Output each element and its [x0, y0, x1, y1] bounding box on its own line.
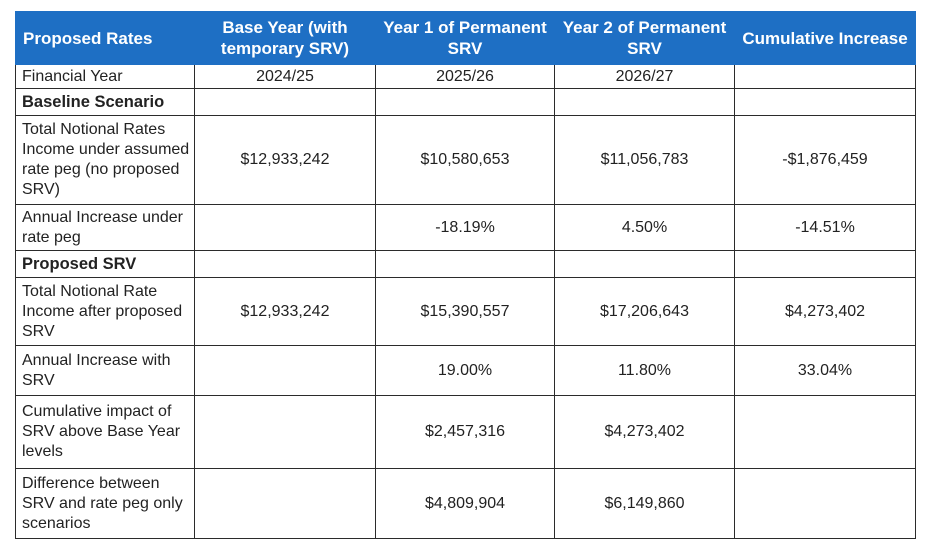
row-difference-scenarios: Difference between SRV and rate peg only…	[15, 468, 916, 539]
cell-base-year	[194, 88, 376, 116]
header-year-1: Year 1 of Permanent SRV	[375, 11, 555, 65]
cell-base-year: $12,933,242	[194, 277, 376, 346]
table-header-row: Proposed Rates Base Year (with temporary…	[15, 11, 916, 65]
cell-base-year	[194, 204, 376, 251]
cell-year-1	[375, 250, 555, 278]
cell-cumulative	[734, 250, 916, 278]
cell-base-year	[194, 250, 376, 278]
cell-cumulative: -14.51%	[734, 204, 916, 251]
row-baseline-scenario: Baseline Scenario	[15, 88, 916, 116]
row-label: Annual Increase with SRV	[15, 345, 195, 396]
cell-base-year	[194, 345, 376, 396]
cell-year-2	[554, 250, 735, 278]
cell-base-year	[194, 395, 376, 469]
row-total-notional-rates-income: Total Notional Rates Income under assume…	[15, 115, 916, 205]
cell-year-1	[375, 88, 555, 116]
cell-year-1: $10,580,653	[375, 115, 555, 205]
cell-year-1: 19.00%	[375, 345, 555, 396]
cell-cumulative	[734, 395, 916, 469]
row-total-notional-rate-income-srv: Total Notional Rate Income after propose…	[15, 277, 916, 346]
cell-base-year: $12,933,242	[194, 115, 376, 205]
header-year-2: Year 2 of Permanent SRV	[554, 11, 735, 65]
cell-base-year	[194, 468, 376, 539]
cell-year-1: 2025/26	[375, 64, 555, 89]
row-annual-increase-rate-peg: Annual Increase under rate peg -18.19% 4…	[15, 204, 916, 251]
cell-cumulative	[734, 88, 916, 116]
cell-year-2: $4,273,402	[554, 395, 735, 469]
row-proposed-srv: Proposed SRV	[15, 250, 916, 278]
cell-cumulative	[734, 468, 916, 539]
cell-year-1: -18.19%	[375, 204, 555, 251]
section-label: Proposed SRV	[15, 250, 195, 278]
row-label: Financial Year	[15, 64, 195, 89]
row-label: Cumulative impact of SRV above Base Year…	[15, 395, 195, 469]
cell-cumulative: 33.04%	[734, 345, 916, 396]
cell-cumulative: -$1,876,459	[734, 115, 916, 205]
cell-base-year: 2024/25	[194, 64, 376, 89]
cell-year-2	[554, 88, 735, 116]
header-proposed-rates: Proposed Rates	[15, 11, 195, 65]
cell-year-2: $11,056,783	[554, 115, 735, 205]
row-label: Difference between SRV and rate peg only…	[15, 468, 195, 539]
section-label: Baseline Scenario	[15, 88, 195, 116]
cell-year-1: $15,390,557	[375, 277, 555, 346]
cell-year-2: 11.80%	[554, 345, 735, 396]
row-label: Total Notional Rates Income under assume…	[15, 115, 195, 205]
header-base-year: Base Year (with temporary SRV)	[194, 11, 376, 65]
row-financial-year: Financial Year 2024/25 2025/26 2026/27	[15, 64, 916, 89]
row-label: Annual Increase under rate peg	[15, 204, 195, 251]
cell-year-2: $17,206,643	[554, 277, 735, 346]
row-label: Total Notional Rate Income after propose…	[15, 277, 195, 346]
cell-cumulative	[734, 64, 916, 89]
proposed-rates-table: Proposed Rates Base Year (with temporary…	[15, 11, 916, 539]
row-cumulative-impact: Cumulative impact of SRV above Base Year…	[15, 395, 916, 469]
cell-cumulative: $4,273,402	[734, 277, 916, 346]
cell-year-2: 2026/27	[554, 64, 735, 89]
row-annual-increase-srv: Annual Increase with SRV 19.00% 11.80% 3…	[15, 345, 916, 396]
cell-year-2: $6,149,860	[554, 468, 735, 539]
cell-year-2: 4.50%	[554, 204, 735, 251]
header-cumulative-increase: Cumulative Increase	[734, 11, 916, 65]
cell-year-1: $4,809,904	[375, 468, 555, 539]
cell-year-1: $2,457,316	[375, 395, 555, 469]
